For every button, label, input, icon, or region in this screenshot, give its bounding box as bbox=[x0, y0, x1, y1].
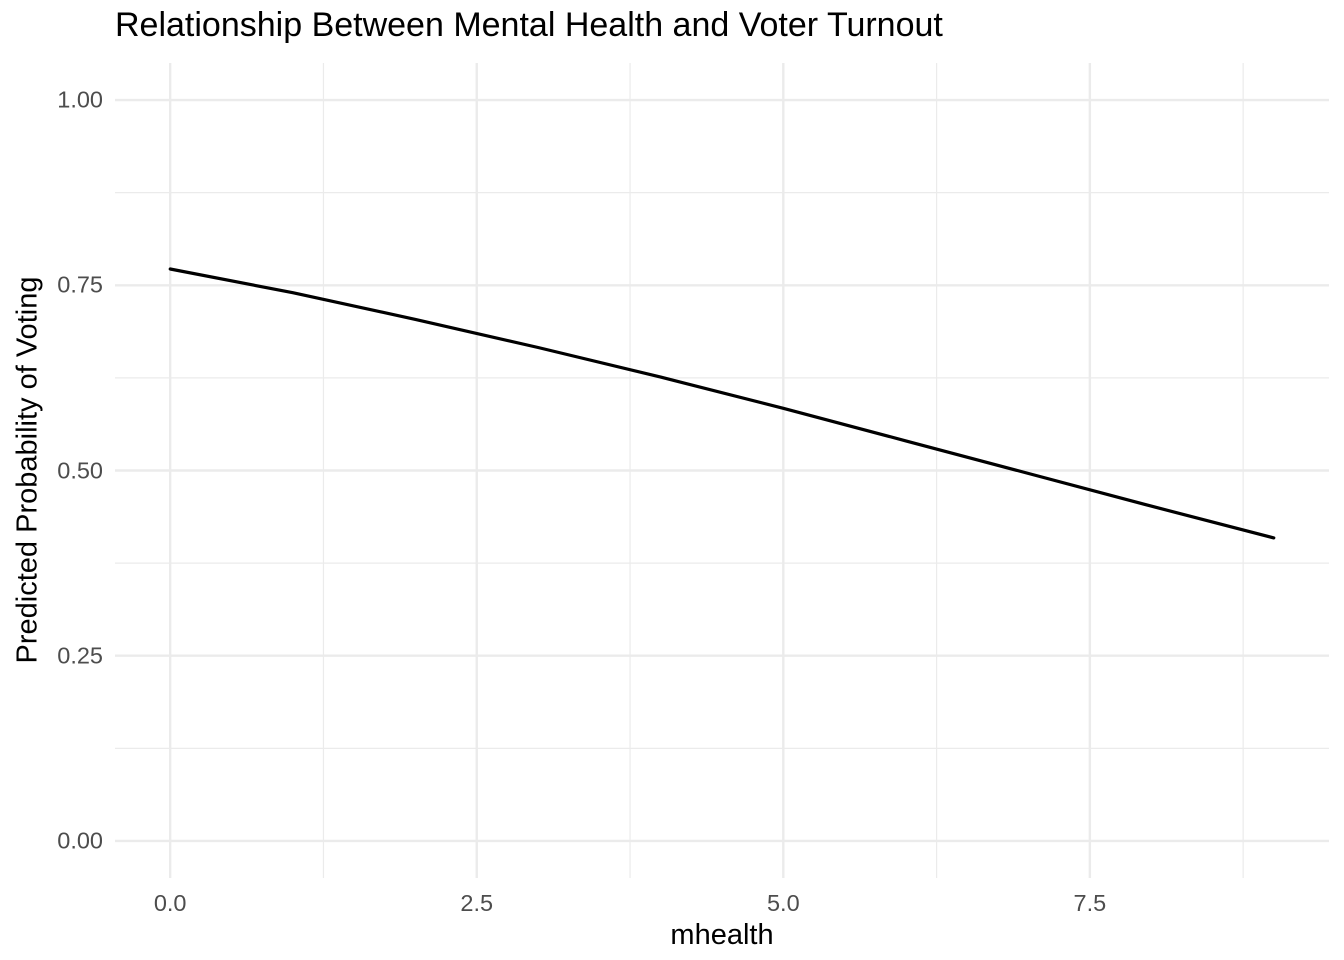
y-tick-label: 1.00 bbox=[57, 86, 103, 113]
prediction-line bbox=[168, 267, 1276, 540]
y-tick-label: 0.25 bbox=[57, 642, 103, 669]
x-tick-label: 2.5 bbox=[460, 890, 494, 916]
x-tick-label: 5.0 bbox=[766, 890, 800, 916]
x-tick-label: 7.5 bbox=[1073, 890, 1107, 916]
chart-title: Relationship Between Mental Health and V… bbox=[115, 6, 943, 44]
y-tick-label: 0.75 bbox=[57, 271, 103, 298]
x-tick-label: 0.0 bbox=[153, 890, 187, 916]
x-axis-title: mhealth bbox=[670, 919, 774, 951]
y-tick-label: 0.00 bbox=[57, 827, 103, 854]
y-tick-label: 0.50 bbox=[57, 457, 103, 483]
